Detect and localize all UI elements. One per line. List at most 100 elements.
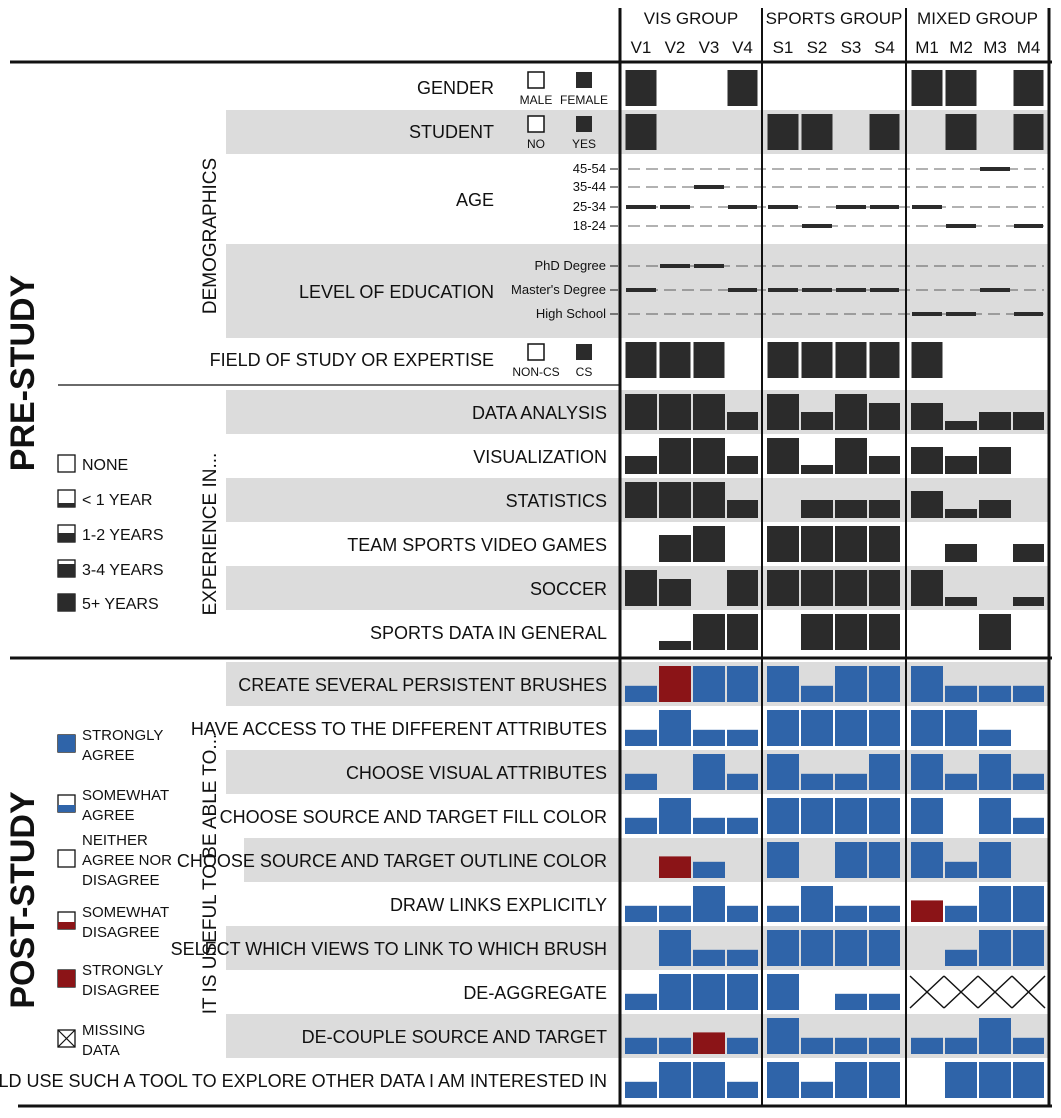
option-label: FEMALE: [560, 93, 608, 107]
legend-label: < 1 YEAR: [82, 492, 152, 509]
option-label: YES: [572, 137, 596, 151]
agreement-bar: [835, 905, 867, 922]
agreement-bar: [767, 1062, 799, 1098]
value-cell: [911, 70, 943, 106]
experience-bar: [911, 403, 943, 430]
group-label: VIS GROUP: [644, 9, 738, 28]
experience-bar: [767, 394, 799, 430]
experience-bar: [911, 491, 943, 518]
experience-bar: [835, 526, 867, 562]
agreement-bar: [625, 905, 657, 922]
agreement-bar: [945, 861, 977, 878]
level-label: 25-34: [573, 199, 606, 214]
value-cell: [835, 342, 867, 378]
level-label: High School: [536, 306, 606, 321]
experience-bar: [1013, 412, 1044, 430]
option-label: NON-CS: [512, 365, 559, 379]
experience-bar: [869, 614, 900, 650]
agreement-bar: [1013, 1062, 1044, 1098]
experience-bar: [835, 500, 867, 518]
experience-bar: [945, 544, 977, 562]
agreement-bar: [835, 666, 867, 702]
value-mark: [694, 185, 724, 189]
agreement-bar: [869, 1062, 900, 1098]
agreement-bar: [727, 974, 758, 1010]
agreement-bar: [979, 685, 1011, 702]
experience-bar: [625, 570, 657, 606]
participant-label: V1: [631, 38, 652, 57]
option-label: MALE: [520, 93, 553, 107]
experience-bar: [869, 456, 900, 474]
row-label: CHOOSE SOURCE AND TARGET OUTLINE COLOR: [177, 851, 607, 871]
participant-label: S2: [807, 38, 828, 57]
agreement-bar: [979, 886, 1011, 922]
agreement-bar: [625, 993, 657, 1010]
experience-bar: [659, 482, 691, 518]
agreement-bar: [979, 842, 1011, 878]
legend-label: AGREE NOR: [82, 852, 172, 869]
value-cell: [869, 114, 900, 150]
legend-label: NONE: [82, 457, 128, 474]
option-swatch-empty: [527, 115, 545, 133]
agreement-bar: [801, 1081, 833, 1098]
agreement-bar: [727, 1037, 758, 1054]
experience-bar: [835, 394, 867, 430]
agreement-bar: [911, 900, 943, 922]
level-label: 18-24: [573, 218, 606, 233]
agreement-bar: [659, 856, 691, 878]
value-cell: [869, 342, 900, 378]
legend-x-mark: [57, 1029, 76, 1048]
participant-label: V4: [732, 38, 753, 57]
agreement-bar: [835, 1062, 867, 1098]
agreement-bar: [911, 798, 943, 834]
participant-label: M4: [1017, 38, 1041, 57]
legend-swatch-fill: [58, 922, 75, 929]
agreement-bar: [767, 974, 799, 1010]
experience-bar: [869, 403, 900, 430]
agreement-bar: [659, 1037, 691, 1054]
experience-bar: [1013, 597, 1044, 606]
experience-bar: [767, 526, 799, 562]
experience-bar: [945, 421, 977, 430]
experience-bar: [625, 394, 657, 430]
experience-bar: [659, 535, 691, 562]
experience-bar: [869, 526, 900, 562]
agreement-bar: [1013, 886, 1044, 922]
experience-bar: [801, 570, 833, 606]
experience-bar: [727, 570, 758, 606]
value-mark: [912, 312, 942, 316]
value-cell: [625, 114, 657, 150]
agreement-bar: [767, 842, 799, 878]
agreement-bar: [979, 729, 1011, 746]
agreement-bar: [979, 798, 1011, 834]
agreement-bar: [945, 685, 977, 702]
level-label: 35-44: [573, 179, 606, 194]
agreement-bar: [835, 993, 867, 1010]
agreement-bar: [979, 930, 1011, 966]
value-mark: [912, 205, 942, 209]
agreement-bar: [801, 685, 833, 702]
option-swatch-filled: [576, 116, 592, 132]
row-label: DE-COUPLE SOURCE AND TARGET: [302, 1027, 607, 1047]
row-label: CHOOSE VISUAL ATTRIBUTES: [346, 763, 607, 783]
experience-bar: [727, 412, 758, 430]
experience-bar: [979, 500, 1011, 518]
agreement-bar: [659, 798, 691, 834]
legend-label: DATA: [82, 1042, 120, 1059]
agreement-bar: [625, 773, 657, 790]
row-label: FIELD OF STUDY OR EXPERTISE: [210, 350, 494, 370]
experience-bar: [801, 412, 833, 430]
legend-label: STRONGLY: [82, 962, 163, 979]
legend-swatch-fill: [58, 970, 75, 987]
experience-bar: [727, 614, 758, 650]
row-label: CREATE SEVERAL PERSISTENT BRUSHES: [238, 675, 607, 695]
agreement-bar: [945, 1062, 977, 1098]
legend-swatch-fill: [58, 503, 75, 507]
agreement-bar: [693, 729, 725, 746]
agreement-bar: [979, 1018, 1011, 1054]
row-label: GENDER: [417, 78, 494, 98]
agreement-bar: [869, 754, 900, 790]
agreement-bar: [625, 1037, 657, 1054]
legend-swatch-fill: [58, 533, 75, 542]
value-mark: [870, 288, 899, 292]
